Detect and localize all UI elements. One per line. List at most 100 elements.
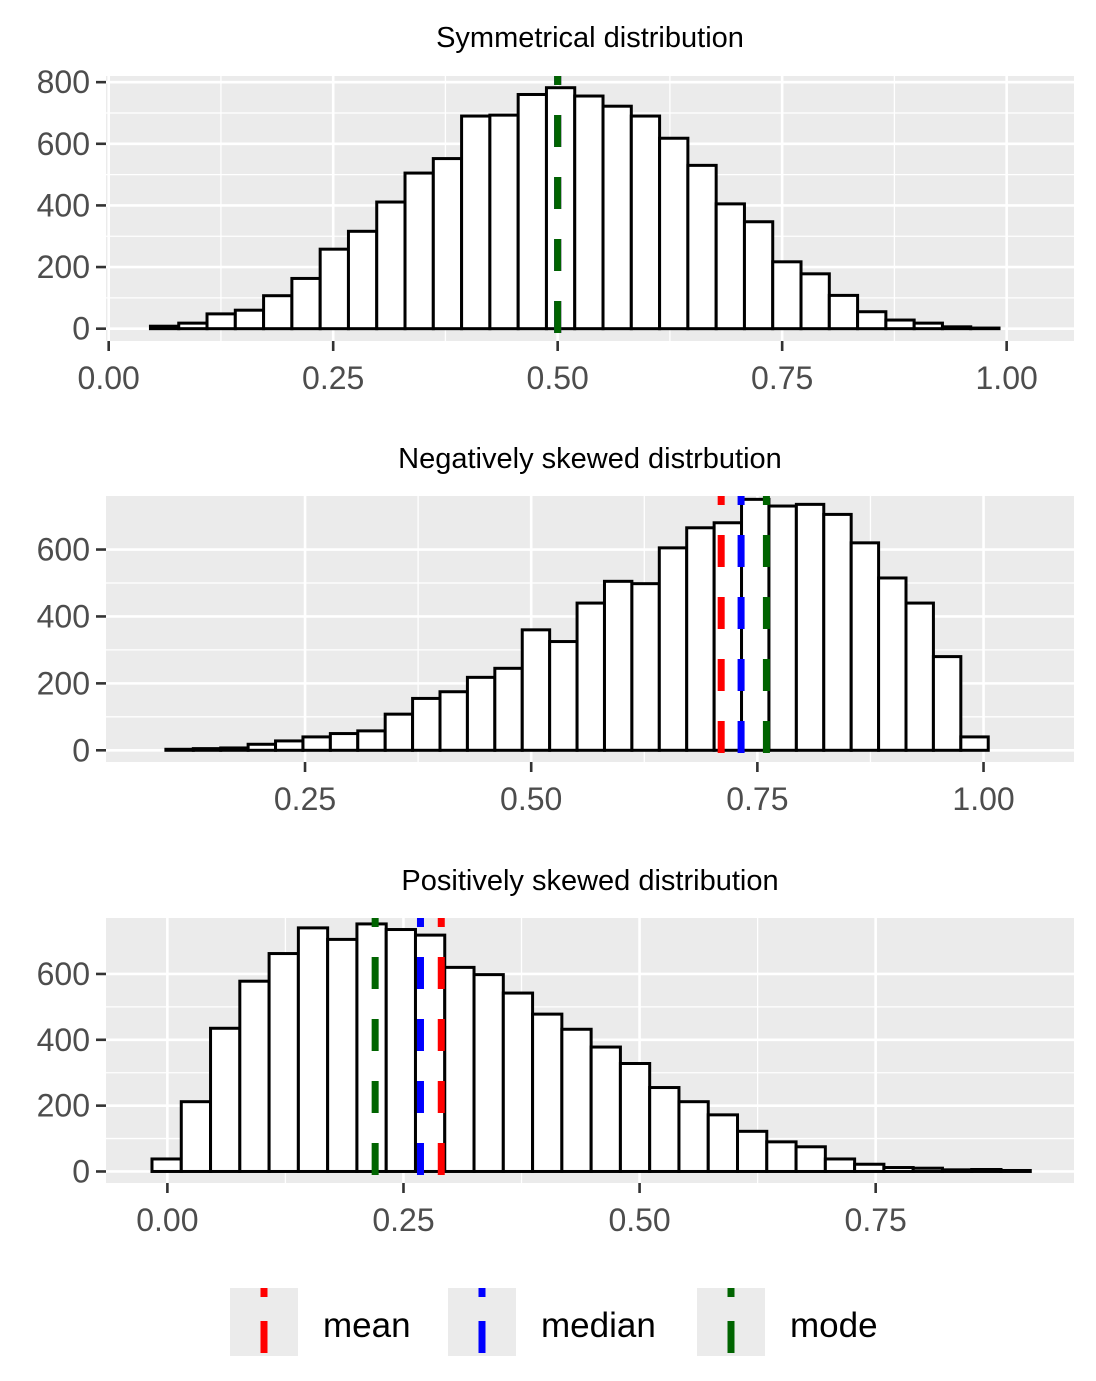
histogram-bar [904,601,935,752]
histogram-bar [877,576,908,752]
histogram-bar [233,308,266,331]
histogram-bar [328,732,360,752]
histogram-bar [375,200,407,331]
histogram-bar [148,324,181,331]
histogram-bar [346,229,379,331]
histogram-bar [602,579,634,752]
histogram-bar [969,326,1001,331]
histogram-bar [411,696,442,752]
histogram-bar [884,318,916,331]
y-tick-label: 200 [37,1088,90,1124]
y-tick-label: 200 [37,249,90,285]
x-tick-label: 0.50 [608,1202,670,1238]
y-tick-label: 0 [72,1153,90,1189]
y-tick-label: 800 [37,64,90,100]
histogram-bar [488,113,520,331]
histogram-bar [849,541,881,752]
legend-label: median [541,1306,656,1345]
panel-title: Negatively skewed distrbution [398,443,782,475]
histogram-bar [771,260,803,331]
histogram-bar [177,321,209,331]
histogram-bar [999,1168,1032,1173]
x-tick-label: 0.75 [845,1202,907,1238]
histogram-bar [238,979,271,1173]
histogram-bar [706,1113,740,1173]
histogram-bar [630,582,661,752]
histogram-bar [501,991,535,1173]
y-tick-label: 400 [37,598,90,634]
histogram-bar [246,742,278,752]
histogram-bar [531,1012,564,1173]
x-tick-label: 1.00 [976,360,1038,396]
histogram-bar [853,1162,886,1173]
legend: mean median mode [230,1288,878,1356]
histogram-bar [383,712,415,752]
y-tick-label: 600 [37,126,90,162]
histogram-bar [355,922,388,1173]
histogram-bar [516,92,548,331]
y-tick-label: 600 [37,532,90,568]
histogram-bar [150,1157,183,1173]
histogram-bar [219,746,250,752]
histogram-bar [560,1027,593,1173]
histogram-bar [589,1045,622,1173]
histogram-bar [767,504,798,752]
histogram-bar [465,675,497,752]
x-tick-label: 0.00 [78,360,140,396]
histogram-bar [575,601,606,752]
panel-title: Positively skewed distribution [401,865,778,897]
y-tick-label: 0 [72,732,90,768]
histogram-bar [472,973,505,1173]
histogram-bar [262,294,294,331]
legend-label: mean [323,1306,411,1345]
histogram-bar [882,1166,915,1173]
histogram-bar [431,157,464,331]
histogram-bar [274,739,305,752]
histogram-bar [911,1166,944,1173]
x-tick-label: 0.50 [527,360,589,396]
histogram-bar [658,136,690,331]
histogram-bar [657,546,689,752]
histogram-bar [573,94,605,331]
y-tick-label: 200 [37,665,90,701]
y-tick-label: 0 [72,311,90,347]
histogram-bar [179,1100,213,1173]
legend-item-mode: mode [697,1288,878,1356]
histogram-bar [823,1157,857,1173]
histogram-bar [403,171,435,331]
histogram-bar [822,512,853,752]
histogram-bar [326,937,359,1173]
histogram-bar [970,1168,1003,1173]
legend-item-mean: mean [230,1288,411,1356]
histogram-bar [794,502,826,752]
histogram-bar [959,735,990,752]
panel-title: Symmetrical distribution [436,22,744,54]
x-tick-label: 0.25 [302,360,364,396]
histogram-bar [443,965,476,1173]
histogram-bar [686,163,718,331]
histogram-bar [799,272,831,331]
x-tick-label: 0.25 [274,781,336,817]
histogram-bar [629,114,662,331]
y-tick-label: 600 [37,956,90,992]
histogram-bar [827,293,860,331]
histogram-bar [742,220,775,331]
histogram-bar [940,1168,974,1173]
histogram-bar [794,1145,827,1173]
histogram-bar [460,114,492,331]
x-tick-label: 0.00 [136,1202,198,1238]
histogram-bar [356,729,387,752]
histogram-bar [318,247,350,331]
histogram-bar [301,735,332,752]
histogram-bar [648,1086,681,1173]
histogram-bar [677,1100,710,1173]
panel-2: Negatively skewed distrbution 0 200 400 600 0… [37,443,1074,817]
histogram-bar [191,747,223,752]
histogram-bar [520,628,552,752]
legend-label: mode [790,1306,878,1345]
histogram-bar [931,655,963,752]
histogram-bar [601,104,633,331]
histogram-bar [940,325,973,331]
x-tick-label: 0.75 [726,781,788,817]
